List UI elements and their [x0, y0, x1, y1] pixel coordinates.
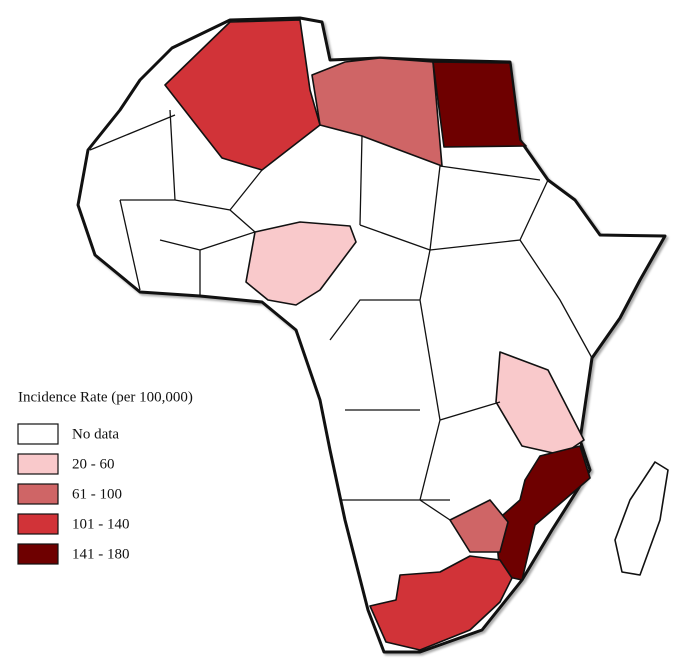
legend-label: No data: [72, 426, 119, 442]
country-borders: [89, 109, 593, 521]
legend: Incidence Rate (per 100,000) No data 20 -…: [17, 389, 193, 565]
legend-swatch: [17, 453, 59, 475]
legend-label: 20 - 60: [72, 456, 115, 472]
legend-swatch: [17, 513, 59, 535]
legend-label: 141 - 180: [72, 546, 130, 562]
madagascar: [614, 461, 669, 576]
africa: [76, 16, 669, 654]
libya: [311, 57, 443, 167]
nigeria: [245, 221, 357, 306]
legend-swatch: [17, 543, 59, 565]
algeria: [164, 19, 321, 171]
egypt: [432, 61, 527, 148]
legend-swatch: [17, 483, 59, 505]
legend-label: 61 - 100: [72, 486, 122, 502]
zimbabwe: [449, 499, 509, 553]
legend-swatch: [17, 423, 59, 445]
south-africa: [369, 555, 513, 651]
legend-title: Incidence Rate (per 100,000): [18, 389, 193, 405]
legend-label: 101 - 140: [72, 516, 130, 532]
